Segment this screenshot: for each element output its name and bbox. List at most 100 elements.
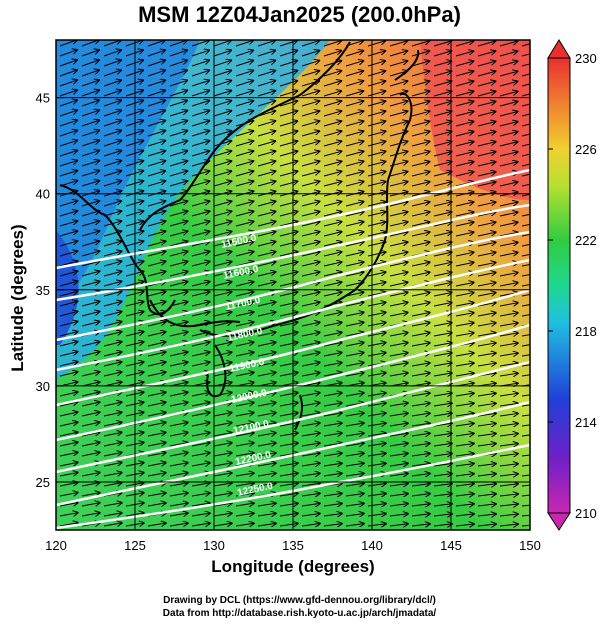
wind-arrow (257, 211, 275, 217)
wind-arrow (257, 272, 276, 277)
wind-arrow (213, 413, 232, 417)
wind-arrow (323, 131, 341, 137)
wind-arrow (81, 181, 99, 187)
wind-arrow (345, 453, 364, 456)
wind-arrow (213, 453, 232, 456)
wind-arrow (235, 272, 253, 277)
wind-arrow (235, 423, 254, 426)
wind-arrow (521, 344, 530, 347)
wind-arrow (433, 494, 452, 496)
wind-arrow (191, 80, 209, 87)
wind-arrow (477, 514, 496, 516)
wind-arrow (103, 70, 121, 77)
wind-arrow (345, 353, 364, 357)
wind-arrow (213, 262, 231, 267)
wind-arrow (367, 433, 386, 436)
wind-arrow (191, 352, 210, 357)
wind-arrow (521, 163, 530, 167)
wind-arrow (323, 272, 342, 277)
wind-arrow (235, 50, 253, 57)
wind-arrow (257, 463, 276, 466)
wind-arrow (279, 111, 297, 117)
wind-arrow (169, 392, 188, 397)
wind-arrow (103, 100, 121, 107)
wind-arrow (213, 231, 231, 237)
x-tick-label: 145 (440, 538, 462, 553)
wind-arrow (279, 101, 297, 107)
wind-arrow (125, 40, 143, 47)
wind-arrow (367, 121, 385, 127)
wind-arrow (279, 171, 297, 177)
wind-arrow (367, 232, 386, 237)
wind-arrow (477, 71, 495, 77)
wind-arrow (367, 494, 386, 496)
wind-arrow (499, 81, 517, 87)
wind-arrow (169, 453, 188, 456)
wind-arrow (521, 143, 530, 147)
wind-arrow (389, 111, 407, 117)
wind-arrow (345, 101, 363, 107)
wind-arrow (81, 312, 99, 317)
wind-arrow (81, 241, 99, 247)
wind-arrow (389, 131, 407, 137)
wind-arrow (103, 231, 121, 237)
wind-arrow (103, 241, 121, 247)
wind-arrow (301, 131, 319, 137)
wind-arrow (235, 101, 253, 107)
wind-arrow (169, 171, 187, 177)
wind-arrow (433, 363, 452, 366)
y-tick-label: 35 (36, 283, 50, 298)
wind-arrow (455, 51, 473, 57)
wind-arrow (367, 524, 386, 526)
y-tick-label: 25 (36, 475, 50, 490)
wind-arrow (59, 261, 77, 267)
wind-arrow (521, 304, 530, 307)
wind-arrow (411, 524, 430, 526)
wind-arrow (499, 182, 518, 187)
wind-arrow (235, 372, 254, 377)
wind-arrow (191, 161, 209, 167)
wind-arrow (411, 242, 430, 247)
wind-arrow (433, 71, 451, 77)
wind-arrow (323, 161, 341, 167)
wind-arrow (103, 181, 121, 187)
wind-arrow (103, 473, 122, 477)
wind-arrow (81, 251, 99, 257)
wind-arrow (521, 133, 530, 137)
wind-arrow (301, 433, 320, 436)
colorbar-tick-label: 222 (575, 233, 597, 248)
wind-arrow (147, 211, 165, 217)
wind-arrow (169, 382, 188, 387)
wind-arrow (345, 504, 364, 506)
wind-arrow (103, 412, 122, 417)
wind-arrow (521, 294, 530, 297)
wind-arrow (59, 362, 77, 367)
wind-arrow (279, 443, 298, 446)
wind-arrow (455, 252, 474, 257)
wind-arrow (81, 261, 99, 267)
wind-arrow (367, 141, 385, 147)
wind-arrow (213, 141, 231, 147)
wind-arrow (411, 182, 429, 187)
y-tick-label: 45 (36, 91, 50, 106)
y-axis-title: Latitude (degrees) (8, 224, 27, 372)
wind-arrow (477, 81, 495, 87)
wind-arrow (389, 252, 408, 257)
wind-arrow (499, 242, 518, 247)
wind-arrow (59, 432, 78, 437)
wind-arrow (235, 292, 254, 297)
wind-arrow (323, 41, 341, 47)
wind-arrow (81, 110, 99, 117)
wind-arrow (257, 151, 275, 157)
wind-arrow (521, 354, 530, 357)
wind-arrow (169, 362, 188, 367)
wind-arrow (323, 141, 341, 147)
wind-arrow (389, 272, 408, 277)
wind-arrow (411, 403, 430, 406)
wind-arrow (81, 382, 100, 387)
wind-arrow (147, 271, 165, 277)
y-tick-label: 40 (36, 187, 50, 202)
wind-arrow (367, 41, 385, 47)
wind-arrow (433, 403, 452, 406)
wind-arrow (411, 202, 430, 207)
